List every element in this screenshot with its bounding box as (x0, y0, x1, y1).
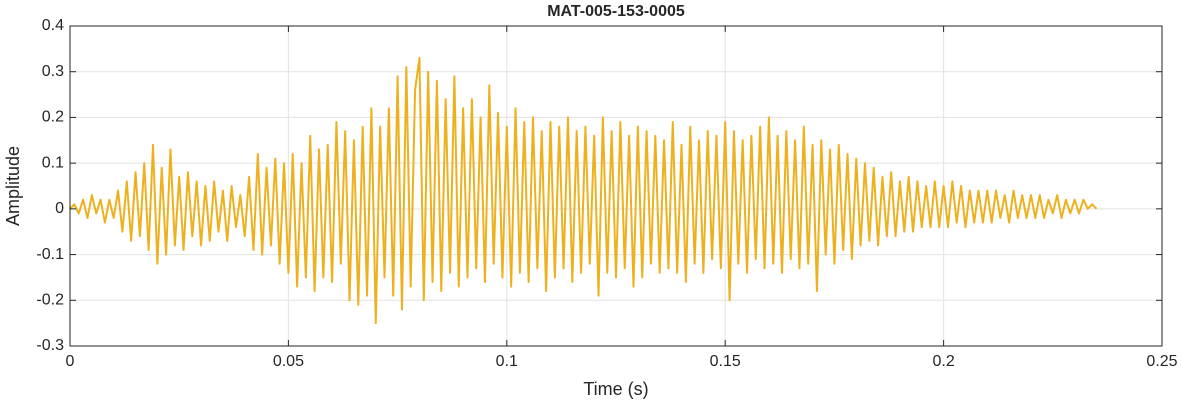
plot-area (70, 26, 1162, 346)
ticks: -0.3 -0.2 -0.1 0 0.1 0.2 0.3 0.4 0 0.05 0.1 0.15 0.2… (36, 17, 1177, 370)
chart-title: MAT-005-153-0005 (547, 3, 685, 20)
plot (69, 57, 1098, 325)
x-tick-label: 0.15 (710, 353, 741, 370)
y-tick-label: 0.3 (42, 63, 64, 80)
x-tick-label: 0.25 (1146, 353, 1177, 370)
y-tick-label: -0.2 (36, 292, 64, 309)
y-tick-label: -0.1 (36, 246, 64, 263)
y-tick-label: 0.4 (42, 17, 64, 34)
x-tick-label: 0 (66, 353, 75, 370)
waveform-line (69, 57, 1098, 325)
y-tick-label: 0.2 (42, 109, 64, 126)
y-tick-label: 0.1 (42, 154, 64, 171)
y-tick-label: -0.3 (36, 337, 64, 354)
x-axis-label: Time (s) (583, 379, 648, 399)
axes-box (69, 25, 1163, 347)
y-axis-label: Amplitude (3, 146, 23, 226)
x-tick-label: 0.1 (496, 353, 518, 370)
x-tick-label: 0.2 (932, 353, 954, 370)
x-tick-label: 0.05 (273, 353, 304, 370)
y-tick-label: 0 (55, 200, 64, 217)
